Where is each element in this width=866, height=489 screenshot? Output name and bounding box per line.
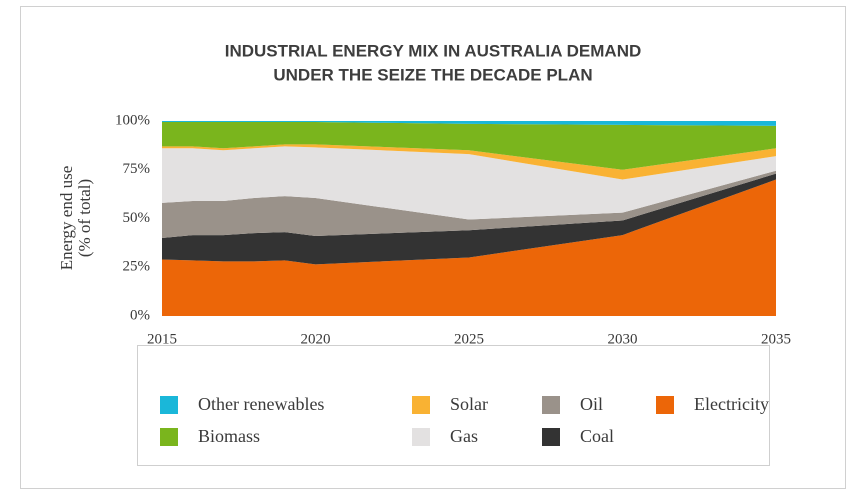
legend-label: Oil [580, 394, 603, 414]
y-tick-label: 25% [123, 259, 151, 275]
legend-label: Coal [580, 426, 614, 446]
y-tick-label: 100% [115, 112, 150, 128]
y-axis-label: (% of total) [75, 179, 94, 257]
legend-swatch [542, 396, 560, 414]
y-tick-label: 50% [123, 210, 151, 226]
legend-box [137, 345, 770, 466]
legend-swatch [160, 428, 178, 446]
area [162, 179, 776, 316]
x-tick-label: 2015 [147, 331, 177, 347]
legend-label: Other renewables [198, 394, 324, 414]
x-tick-label: 2035 [761, 331, 791, 347]
legend-swatch [412, 396, 430, 414]
area [162, 173, 776, 265]
x-tick-label: 2025 [454, 331, 484, 347]
x-tick-label: 2020 [301, 331, 331, 347]
area [162, 146, 776, 220]
y-tick-label: 75% [123, 161, 151, 177]
legend-label: Solar [450, 394, 488, 414]
legend-label: Biomass [198, 426, 260, 446]
area [162, 121, 776, 126]
chart-title: INDUSTRIAL ENERGY MIX IN AUSTRALIA DEMAN… [225, 41, 642, 60]
legend-swatch [656, 396, 674, 414]
legend-swatch [160, 396, 178, 414]
legend-label: Electricity [694, 394, 769, 414]
area [162, 170, 776, 238]
y-axis-label: Energy end use [57, 166, 76, 271]
y-tick-label: 0% [130, 307, 150, 323]
chart-title: UNDER THE SEIZE THE DECADE PLAN [273, 65, 592, 84]
legend-swatch [412, 428, 430, 446]
legend-swatch [542, 428, 560, 446]
x-tick-label: 2030 [608, 331, 638, 347]
area [162, 121, 776, 170]
area [162, 144, 776, 180]
legend-label: Gas [450, 426, 478, 446]
